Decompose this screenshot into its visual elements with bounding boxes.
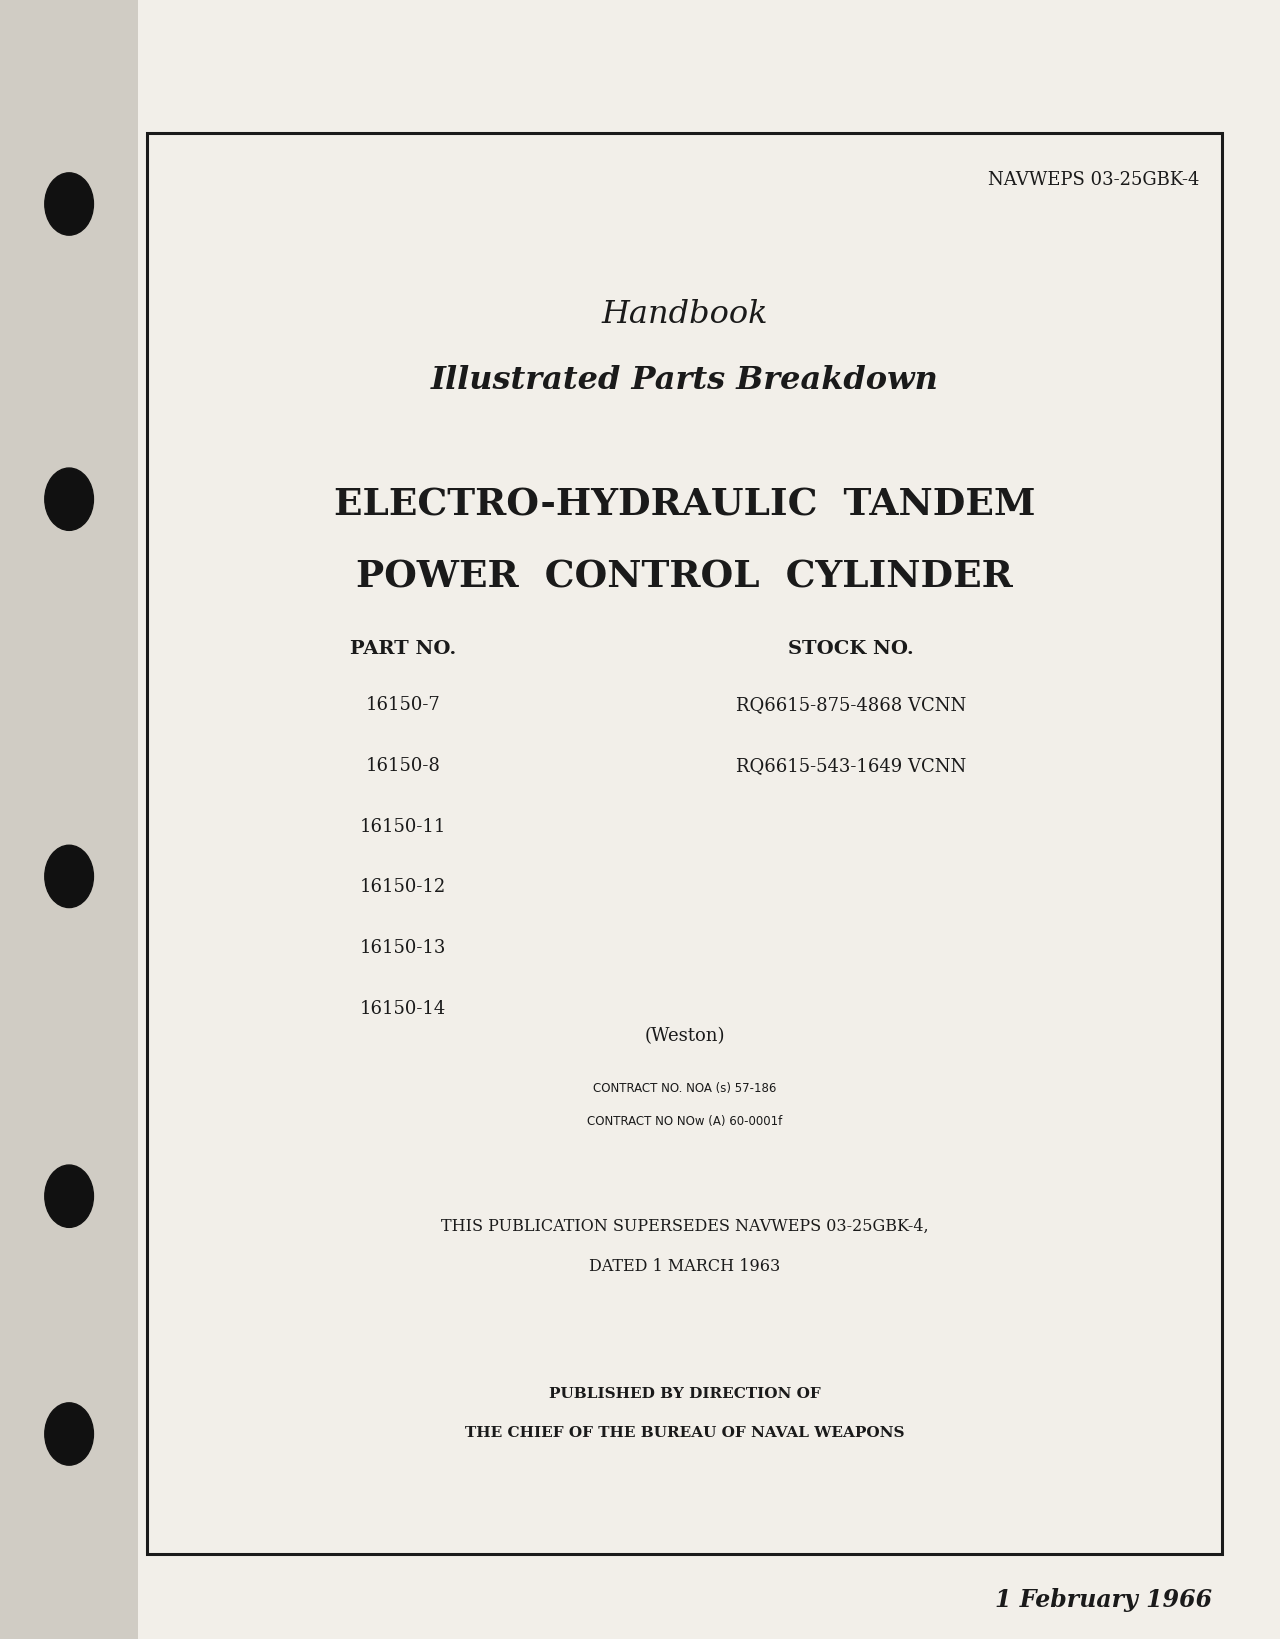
Text: 16150-7: 16150-7	[366, 697, 440, 713]
Text: 1 February 1966: 1 February 1966	[995, 1587, 1212, 1611]
Text: PART NO.: PART NO.	[349, 641, 457, 657]
Text: Handbook: Handbook	[602, 300, 768, 329]
Text: PUBLISHED BY DIRECTION OF: PUBLISHED BY DIRECTION OF	[549, 1387, 820, 1400]
Text: 16150-11: 16150-11	[360, 818, 447, 834]
Text: CONTRACT NO NOw (A) 60-0001f: CONTRACT NO NOw (A) 60-0001f	[588, 1115, 782, 1128]
Text: NAVWEPS 03-25GBK-4: NAVWEPS 03-25GBK-4	[988, 170, 1199, 188]
Text: CONTRACT NO. NOA (s) 57-186: CONTRACT NO. NOA (s) 57-186	[593, 1082, 777, 1095]
Circle shape	[45, 1165, 93, 1228]
Circle shape	[45, 174, 93, 236]
Circle shape	[45, 1403, 93, 1465]
Text: 16150-8: 16150-8	[366, 757, 440, 774]
Text: RQ6615-543-1649 VCNN: RQ6615-543-1649 VCNN	[736, 757, 966, 774]
Text: STOCK NO.: STOCK NO.	[788, 641, 914, 657]
Bar	[0, 0, 138, 1639]
Text: POWER  CONTROL  CYLINDER: POWER CONTROL CYLINDER	[356, 559, 1014, 595]
Text: ELECTRO-HYDRAULIC  TANDEM: ELECTRO-HYDRAULIC TANDEM	[334, 487, 1036, 523]
Circle shape	[45, 469, 93, 531]
Text: (Weston): (Weston)	[645, 1028, 724, 1044]
Text: 16150-13: 16150-13	[360, 939, 447, 956]
Bar	[147, 134, 1222, 1554]
Text: 16150-14: 16150-14	[360, 1000, 447, 1016]
Text: 16150-12: 16150-12	[360, 879, 447, 895]
Text: THIS PUBLICATION SUPERSEDES NAVWEPS 03-25GBK-4,: THIS PUBLICATION SUPERSEDES NAVWEPS 03-2…	[442, 1218, 928, 1234]
Text: RQ6615-875-4868 VCNN: RQ6615-875-4868 VCNN	[736, 697, 966, 713]
Text: THE CHIEF OF THE BUREAU OF NAVAL WEAPONS: THE CHIEF OF THE BUREAU OF NAVAL WEAPONS	[465, 1426, 905, 1439]
Text: Illustrated Parts Breakdown: Illustrated Parts Breakdown	[431, 365, 938, 395]
Circle shape	[45, 846, 93, 908]
Text: DATED 1 MARCH 1963: DATED 1 MARCH 1963	[589, 1257, 781, 1274]
